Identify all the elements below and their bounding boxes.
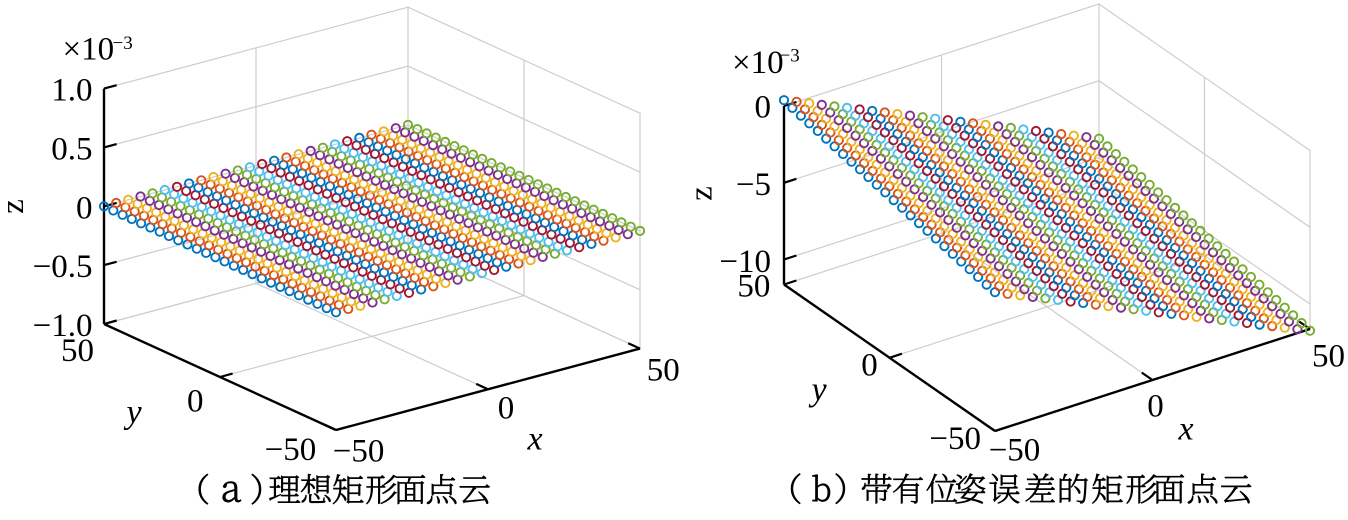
svg-text:−50: −50 [265,432,317,468]
svg-text:−0.5: −0.5 [33,249,93,285]
svg-text:−1.0: −1.0 [33,308,93,344]
svg-text:y: y [808,372,827,409]
svg-text:0: 0 [1147,389,1164,425]
svg-text:x: x [526,421,542,458]
svg-text:y: y [123,394,142,431]
svg-text:50: 50 [1312,338,1345,374]
svg-text:0: 0 [755,90,772,126]
svg-text:0: 0 [498,391,515,427]
svg-text:z: z [684,186,720,201]
svg-text:0: 0 [861,347,878,383]
svg-text:×10: ×10 [732,45,784,81]
svg-text:−50: −50 [929,421,981,457]
svg-text:1.0: 1.0 [51,73,92,109]
svg-text:50: 50 [737,269,770,305]
svg-text:×10: ×10 [63,32,115,68]
svg-text:50: 50 [61,333,94,369]
svg-text:−50: −50 [989,433,1041,469]
svg-text:−5: −5 [736,167,771,203]
svg-text:−10: −10 [719,244,771,280]
svg-text:x: x [1177,411,1193,448]
svg-text:−3: −3 [113,33,133,54]
svg-text:0.5: 0.5 [51,132,92,168]
svg-text:0: 0 [76,190,93,226]
svg-text:0: 0 [187,383,204,419]
svg-text:−50: −50 [333,434,385,470]
svg-text:z: z [0,199,31,214]
svg-text:−3: −3 [780,46,800,67]
svg-text:50: 50 [647,353,680,389]
